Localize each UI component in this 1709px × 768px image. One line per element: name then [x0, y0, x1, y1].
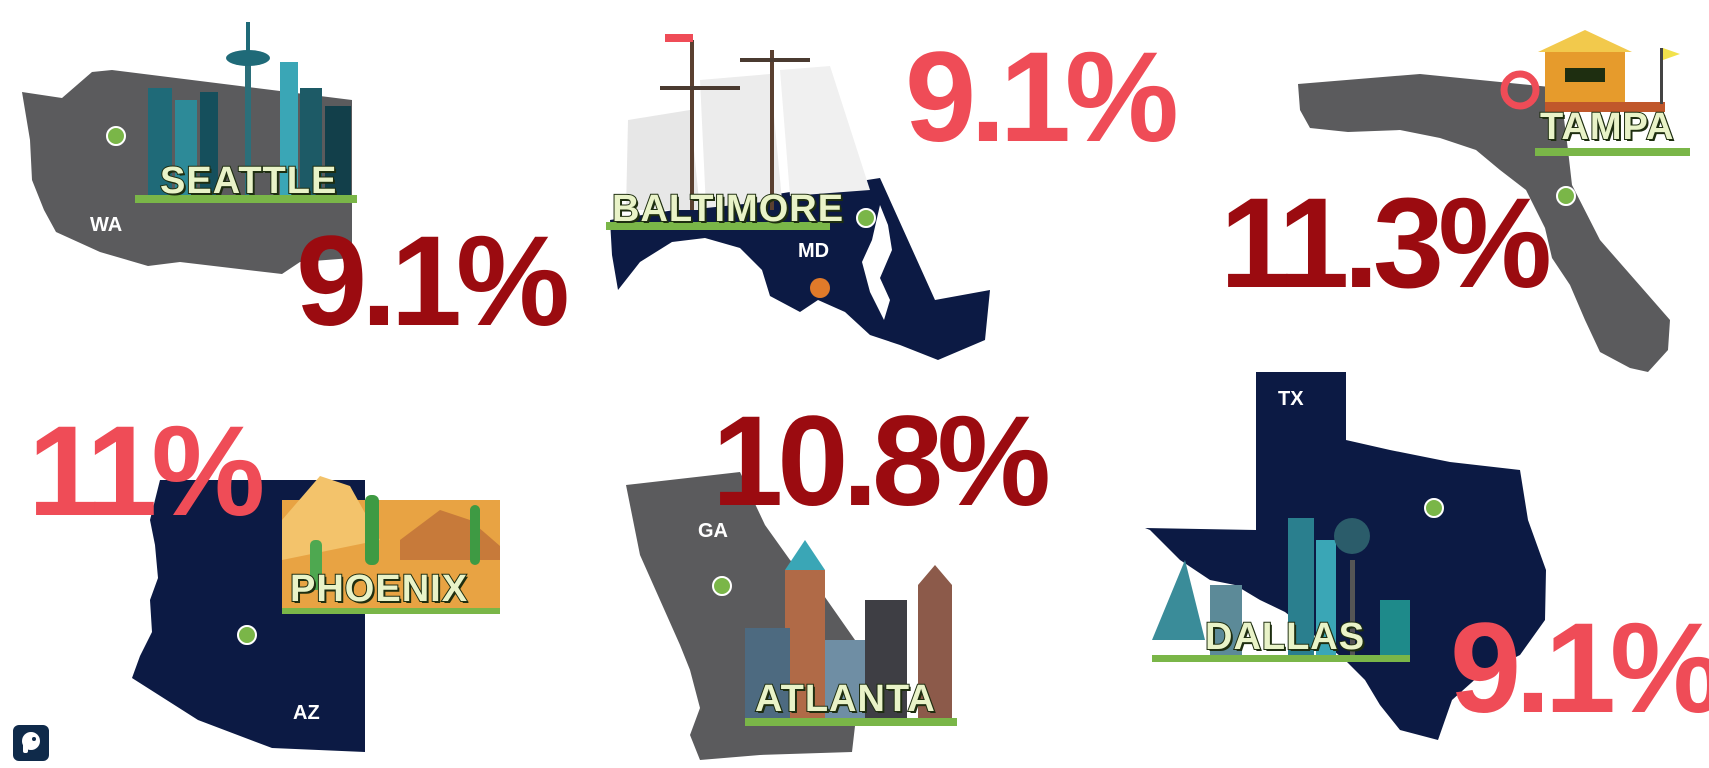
wa-label: WA — [90, 214, 123, 236]
seattle-skyline-icon — [135, 22, 357, 203]
tampa-banner: TAMPA — [1539, 106, 1675, 148]
seattle-banner: SEATTLE — [159, 160, 338, 202]
phoenix-dot — [237, 625, 257, 645]
atlanta-percentage: 10.8% — [712, 390, 1051, 533]
phoenix-banner: PHOENIX — [289, 568, 469, 610]
fl-label: FL — [1624, 248, 1649, 270]
atlanta-banner: ATLANTA — [754, 678, 936, 720]
md-label: MD — [798, 240, 830, 262]
dallas-banner: DALLAS — [1204, 616, 1366, 658]
az-label: AZ — [293, 702, 320, 724]
seattle-dot — [106, 126, 126, 146]
dallas-skyline-icon — [1152, 518, 1410, 662]
florida-state-shape — [1298, 74, 1670, 372]
baltimore-dot — [856, 208, 876, 228]
elephant-logo-icon — [13, 725, 49, 761]
phoenix-percentage: 11% — [28, 400, 265, 543]
tampa-percentage: 11.3% — [1220, 172, 1552, 315]
ga-label: GA — [698, 520, 728, 542]
crab-icon — [810, 278, 830, 298]
tx-label: TX — [1278, 388, 1304, 410]
tall-ship-icon — [606, 34, 870, 230]
lifeguard-tower-icon — [1500, 30, 1690, 156]
dallas-dot — [1424, 498, 1444, 518]
atlanta-skyline-icon — [745, 540, 957, 726]
desert-cactus-icon — [282, 476, 500, 614]
dallas-percentage: 9.1% — [1450, 597, 1709, 740]
atlanta-dot — [712, 576, 732, 596]
baltimore-percentage: 9.1% — [905, 26, 1179, 169]
tampa-dot — [1556, 186, 1576, 206]
baltimore-banner: BALTIMORE — [611, 188, 845, 230]
seattle-percentage: 9.1% — [296, 210, 570, 353]
texas-state-shape — [1145, 372, 1546, 740]
